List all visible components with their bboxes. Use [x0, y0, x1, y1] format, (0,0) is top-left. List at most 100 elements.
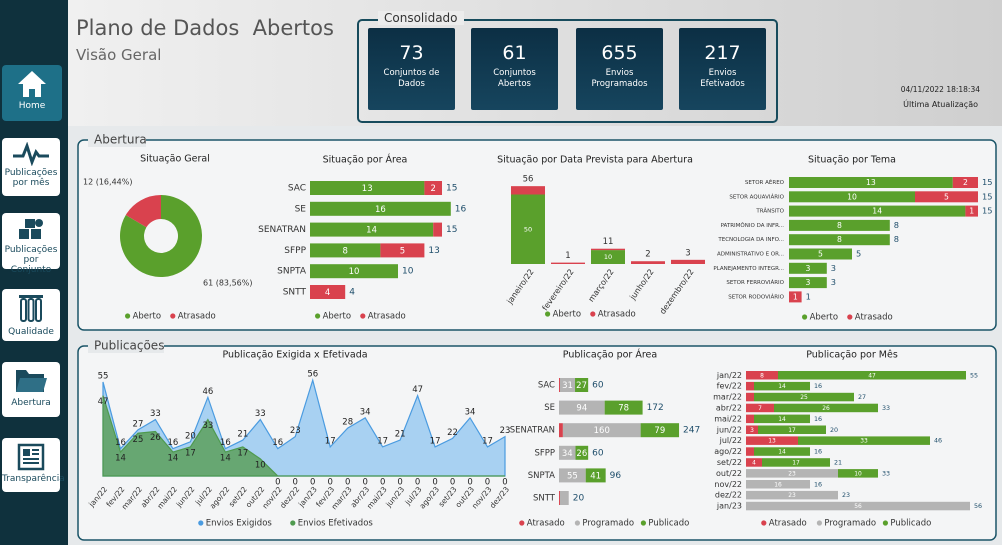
bar-segment: [746, 490, 838, 500]
legend-swatch: [574, 520, 581, 526]
category-label: TECNOLOGIA DA INFO...: [717, 237, 784, 243]
legend-swatch: [545, 311, 551, 317]
category-label: abr/22: [716, 403, 742, 412]
bar-segment: [575, 445, 589, 460]
bar-segment: [952, 177, 978, 188]
bar-segment: [424, 181, 442, 195]
data-label: 7: [758, 405, 762, 412]
data-label: 12 (16,44%): [83, 178, 132, 187]
x-tick-label: mai/23: [365, 485, 389, 511]
x-tick-label: nov/23: [470, 485, 494, 511]
bar-segment: [762, 458, 830, 467]
total-label: 60: [592, 448, 604, 458]
kpi-value: 73: [399, 42, 424, 64]
title: Plano de Dados Abertos: [76, 16, 334, 40]
total-label: 5: [856, 249, 861, 259]
bar-segment: [746, 458, 762, 467]
category-label: SE: [295, 204, 307, 214]
x-tick-label: out/22: [244, 485, 267, 510]
panel-title: Abertura: [94, 133, 147, 147]
data-label: 25: [133, 435, 144, 445]
nav-publicacoes-conjunto[interactable]: Publicações por Conjunto: [2, 213, 60, 275]
data-label: 47: [412, 385, 423, 395]
legend-swatch: [882, 520, 889, 526]
total-label: 172: [647, 403, 664, 413]
kpi-label: Envios Efetivados: [700, 68, 745, 89]
category-label: mar/22: [713, 393, 742, 402]
data-label: 41: [590, 471, 601, 481]
nav-transparencia[interactable]: Transparência: [2, 438, 65, 492]
category-label: SFPP: [284, 246, 306, 256]
category-label: SNPTA: [528, 471, 555, 481]
total-label: 1: [806, 291, 811, 301]
nav-abertura[interactable]: Abertura: [2, 362, 60, 417]
bar-segment: [746, 480, 810, 489]
data-label: 0: [293, 478, 298, 488]
data-label: 33: [150, 409, 161, 419]
data-label: 160: [594, 426, 610, 436]
data-label: 14: [366, 226, 377, 236]
category-label: jan/22: [716, 371, 742, 380]
bar-segment: [774, 403, 878, 413]
data-label: 0: [450, 478, 455, 488]
data-label: 8: [837, 221, 842, 230]
legend-label: Atrasado: [769, 519, 807, 529]
data-label: 56: [854, 503, 862, 510]
data-label: 55: [98, 371, 109, 381]
legend-label: Publicado: [890, 519, 931, 529]
data-label: 17: [185, 448, 196, 458]
x-tick-label: set/23: [437, 485, 459, 509]
category-label: set/22: [717, 458, 742, 467]
bar-segment: [433, 222, 442, 237]
category-label: nov/22: [714, 480, 742, 489]
data-label: 0: [275, 478, 280, 488]
data-label: 5: [944, 192, 949, 201]
category-label: jul/22: [719, 436, 742, 445]
data-label: 5: [818, 250, 823, 259]
bar-segment: [965, 205, 978, 217]
data-label: 78: [618, 404, 629, 414]
bar-segment: [559, 378, 576, 392]
legend-label: Aberto: [553, 310, 581, 320]
data-label: 31: [562, 381, 573, 391]
total-label: 16: [814, 382, 822, 390]
x-tick-label: out/23: [454, 485, 477, 510]
data-label: 0: [432, 478, 437, 488]
bar-segment: [746, 381, 754, 391]
total-label: 4: [349, 288, 355, 298]
bar-segment: [559, 491, 569, 505]
legend-label: Atrasado: [855, 313, 893, 323]
data-label: 16: [272, 438, 283, 448]
data-label: 16: [774, 481, 782, 488]
category-label: SENATRAN: [258, 225, 306, 235]
total-label: 3: [831, 277, 836, 287]
subtitle: Visão Geral: [76, 46, 162, 64]
category-label: SENATRAN: [510, 426, 555, 436]
total-label: 15: [982, 191, 993, 201]
update-time: 04/11/2022 18:18:34: [900, 85, 980, 94]
bar-segment: [789, 234, 890, 246]
bar-segment: [746, 501, 970, 511]
chart-title: Situação por Data Prevista para Abertura: [497, 155, 693, 166]
category-label: TRÂNSITO: [755, 208, 784, 215]
kpi-label: Envios Programados: [591, 68, 648, 89]
legend-swatch: [360, 313, 366, 319]
data-label: 0: [502, 478, 507, 488]
chart-title: Situação por Tema: [808, 155, 896, 166]
x-tick-label: jul/23: [403, 485, 424, 508]
nav-publicacoes-mes[interactable]: Publicações por mês: [2, 138, 60, 196]
kpi-card: 655 Envios Programados: [576, 28, 663, 110]
bar-segment: [754, 381, 810, 391]
icon: [19, 295, 43, 322]
data-label: 16: [375, 205, 386, 215]
kpi-card: 73 Conjuntos de Dados: [368, 28, 455, 110]
legend-label: Atrasado: [598, 310, 636, 320]
bar-segment: [559, 423, 563, 438]
legend-label: Atrasado: [527, 519, 565, 529]
data-label: 2: [963, 178, 968, 187]
data-label: 27: [133, 419, 144, 429]
total-label: 247: [683, 426, 700, 436]
nav-home[interactable]: Home: [2, 65, 62, 121]
nav-label: Qualidade: [8, 327, 54, 337]
nav-qualidade[interactable]: Qualidade: [2, 289, 60, 341]
